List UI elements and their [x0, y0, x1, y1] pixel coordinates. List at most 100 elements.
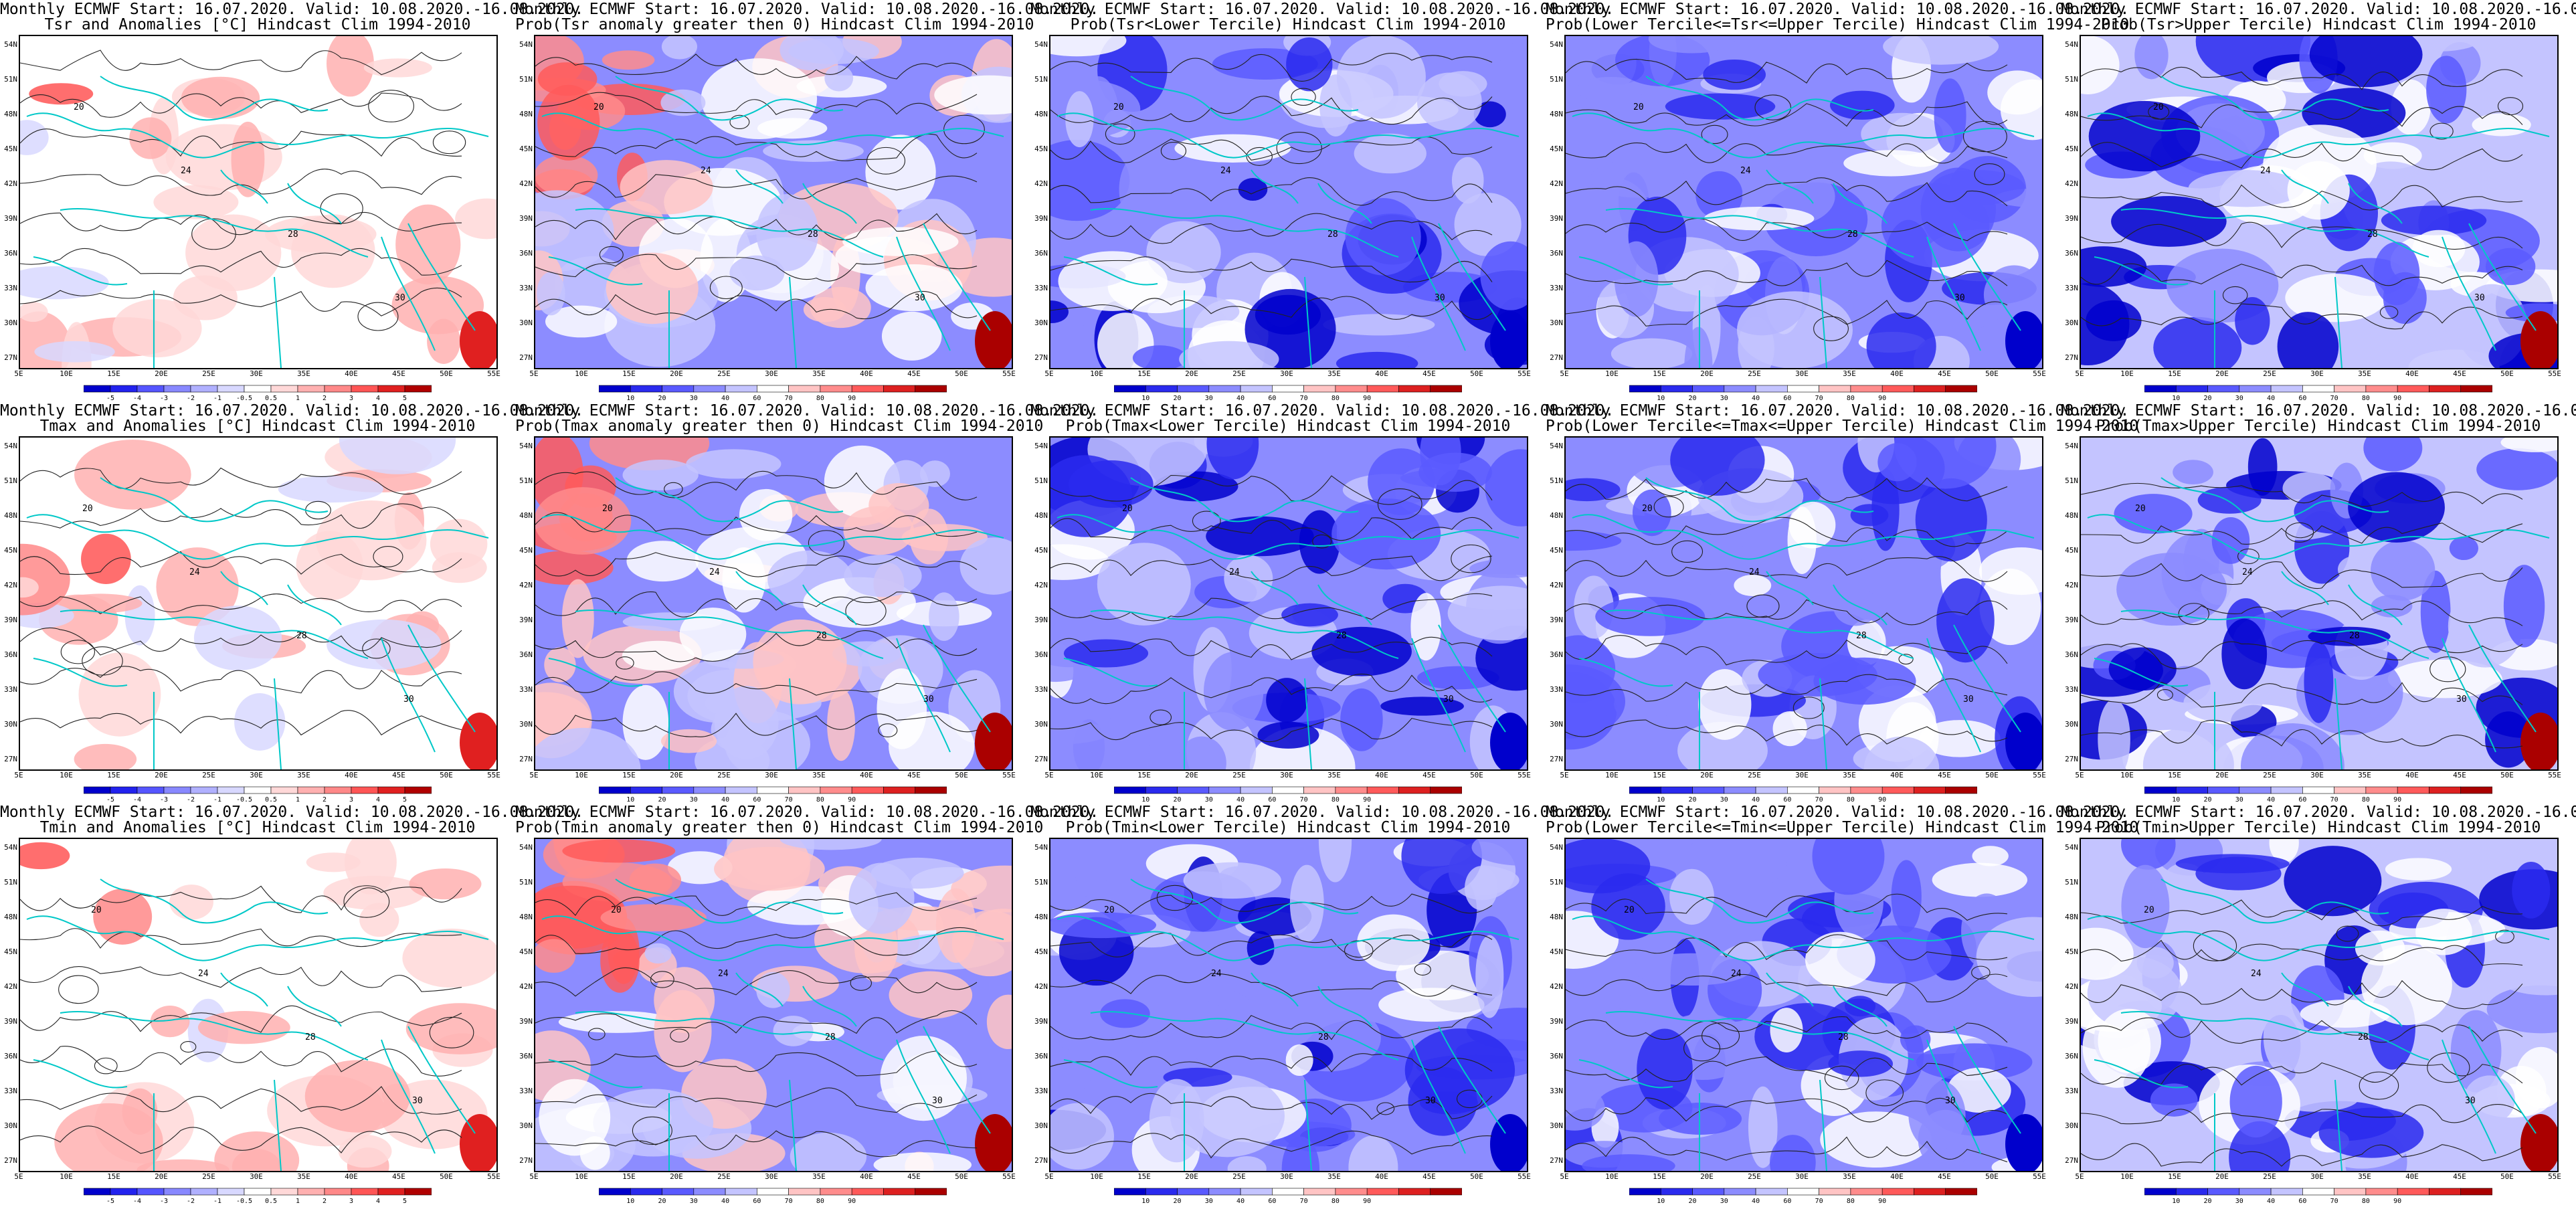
- longitude-tick: 25E: [202, 1172, 215, 1181]
- color-scale-swatch: [1208, 1188, 1241, 1196]
- map-panel-tmax-1: Monthly ECMWF Start: 16.07.2020. Valid: …: [0, 401, 583, 804]
- longitude-tick: 20E: [1185, 1172, 1198, 1181]
- latitude-tick: 51N: [519, 878, 533, 887]
- color-scale-swatch: [599, 786, 631, 794]
- color-scale-label: 30: [1204, 1198, 1213, 1205]
- color-scale-label: 3: [349, 1198, 354, 1205]
- color-scale-label: 10: [1657, 1198, 1665, 1205]
- color-scale-label: -4: [132, 796, 142, 804]
- latitude-tick: 42N: [1550, 982, 1563, 991]
- latitude-tick: 36N: [4, 650, 17, 659]
- longitude-tick: 35E: [812, 771, 826, 779]
- color-scale-label: 80: [1331, 1198, 1340, 1205]
- color-scale-swatch: [351, 385, 379, 393]
- longitude-tick: 10E: [575, 1172, 588, 1181]
- longitude-tick: 30E: [1795, 369, 1809, 378]
- contour-label: 20: [74, 102, 84, 112]
- longitude-tick: 30E: [1280, 771, 1293, 779]
- latitude-tick: 27N: [1034, 755, 1048, 763]
- color-scale-bar: [2144, 1187, 2492, 1196]
- latitude-tick: 54N: [1034, 40, 1048, 49]
- color-scale-label: 60: [1268, 395, 1277, 402]
- map-panel-tsr-1: Monthly ECMWF Start: 16.07.2020. Valid: …: [0, 0, 583, 402]
- isotherm-contours: [1050, 53, 1493, 320]
- color-scale-label: 80: [816, 395, 824, 402]
- contour-label: 24: [1740, 166, 1751, 176]
- contour-label: 30: [1963, 694, 1974, 705]
- coastlines: [26, 76, 489, 368]
- latitude-tick: 45N: [1550, 145, 1563, 153]
- color-scale-label: 90: [2393, 395, 2402, 402]
- contour-label: 24: [1229, 567, 1240, 577]
- contour-label: 20: [82, 504, 93, 514]
- map-panel-tsr-4: Monthly ECMWF Start: 16.07.2020. Valid: …: [1546, 0, 2129, 402]
- longitude-tick: 55E: [1002, 771, 1016, 779]
- longitude-tick: 10E: [60, 369, 73, 378]
- longitude-tick: 50E: [440, 369, 453, 378]
- color-scale-swatch: [2334, 1188, 2367, 1196]
- latitude-tick: 33N: [519, 284, 533, 292]
- color-scale-label: 90: [848, 796, 856, 804]
- color-scale-swatch: [1177, 1188, 1210, 1196]
- color-scale-label: 40: [1752, 395, 1760, 402]
- color-scale-label: 80: [2361, 796, 2370, 804]
- color-scale-label: 20: [2203, 1198, 2212, 1205]
- color-scale-swatch: [270, 385, 298, 393]
- color-scale-swatch: [2460, 1188, 2492, 1196]
- latitude-tick: 27N: [519, 1156, 533, 1165]
- panel-title-line1: Monthly ECMWF Start: 16.07.2020. Valid: …: [515, 1, 1099, 18]
- color-scale-swatch: [757, 786, 789, 794]
- color-scale-swatch: [2144, 385, 2177, 393]
- latitude-tick: 39N: [1550, 1017, 1563, 1026]
- longitude-tick: 10E: [1605, 1172, 1619, 1181]
- color-scale-label: 10: [2172, 796, 2181, 804]
- longitude-tick: 40E: [1375, 771, 1388, 779]
- color-scale-swatch: [820, 786, 852, 794]
- longitude-tick: 10E: [2120, 1172, 2134, 1181]
- color-scale-label: 4: [375, 796, 381, 804]
- longitude-tick: 35E: [1843, 771, 1856, 779]
- latitude-tick: 30N: [519, 720, 533, 729]
- color-scale-swatch: [883, 786, 916, 794]
- latitude-tick: 54N: [2065, 40, 2078, 49]
- color-scale-label: 5: [402, 395, 407, 402]
- color-scale-label: 2: [322, 395, 327, 402]
- longitude-tick: 20E: [670, 1172, 683, 1181]
- latitude-tick: 33N: [1550, 284, 1563, 292]
- latitude-tick: 45N: [4, 947, 17, 956]
- coastlines: [541, 477, 1004, 769]
- longitude-tick: 40E: [2405, 771, 2419, 779]
- latitude-tick: 36N: [519, 249, 533, 258]
- color-scale-bar: [1629, 785, 1977, 795]
- color-scale-swatch: [1914, 786, 1946, 794]
- color-scale-label: 70: [784, 1198, 793, 1205]
- latitude-tick: 45N: [4, 546, 17, 555]
- contour-label: 24: [1731, 969, 1742, 979]
- color-scale-swatch: [163, 1188, 191, 1196]
- panel-title-line2: Prob(Tsr<Lower Tercile) Hindcast Clim 19…: [1070, 16, 1506, 33]
- longitude-tick: 10E: [1605, 771, 1619, 779]
- color-scale-swatch: [190, 786, 218, 794]
- color-scale-label: 30: [1204, 796, 1213, 804]
- color-scale-swatch: [2270, 1188, 2303, 1196]
- color-scale-swatch: [1755, 385, 1788, 393]
- color-scale-label: -5: [106, 395, 115, 402]
- map-area: 20 24 28 30: [534, 838, 1013, 1172]
- latitude-tick: 51N: [1550, 476, 1563, 485]
- color-scale-label: 1: [295, 796, 300, 804]
- contour-label: 30: [1435, 293, 1445, 303]
- color-scale-label: 90: [1878, 796, 1887, 804]
- color-scale-swatch: [2270, 385, 2303, 393]
- color-scale-swatch: [297, 786, 325, 794]
- longitude-tick: 25E: [202, 771, 215, 779]
- isotherm-contours: [1566, 59, 2008, 341]
- color-scale-swatch: [270, 1188, 298, 1196]
- color-scale-swatch: [1398, 385, 1431, 393]
- color-scale-label: 80: [1331, 395, 1340, 402]
- latitude-tick: 51N: [4, 878, 17, 887]
- latitude-tick: 48N: [2065, 913, 2078, 921]
- color-scale-swatch: [1629, 1188, 1661, 1196]
- latitude-tick: 36N: [519, 650, 533, 659]
- color-scale-label: 60: [1783, 1198, 1792, 1205]
- latitude-tick: 36N: [2065, 650, 2078, 659]
